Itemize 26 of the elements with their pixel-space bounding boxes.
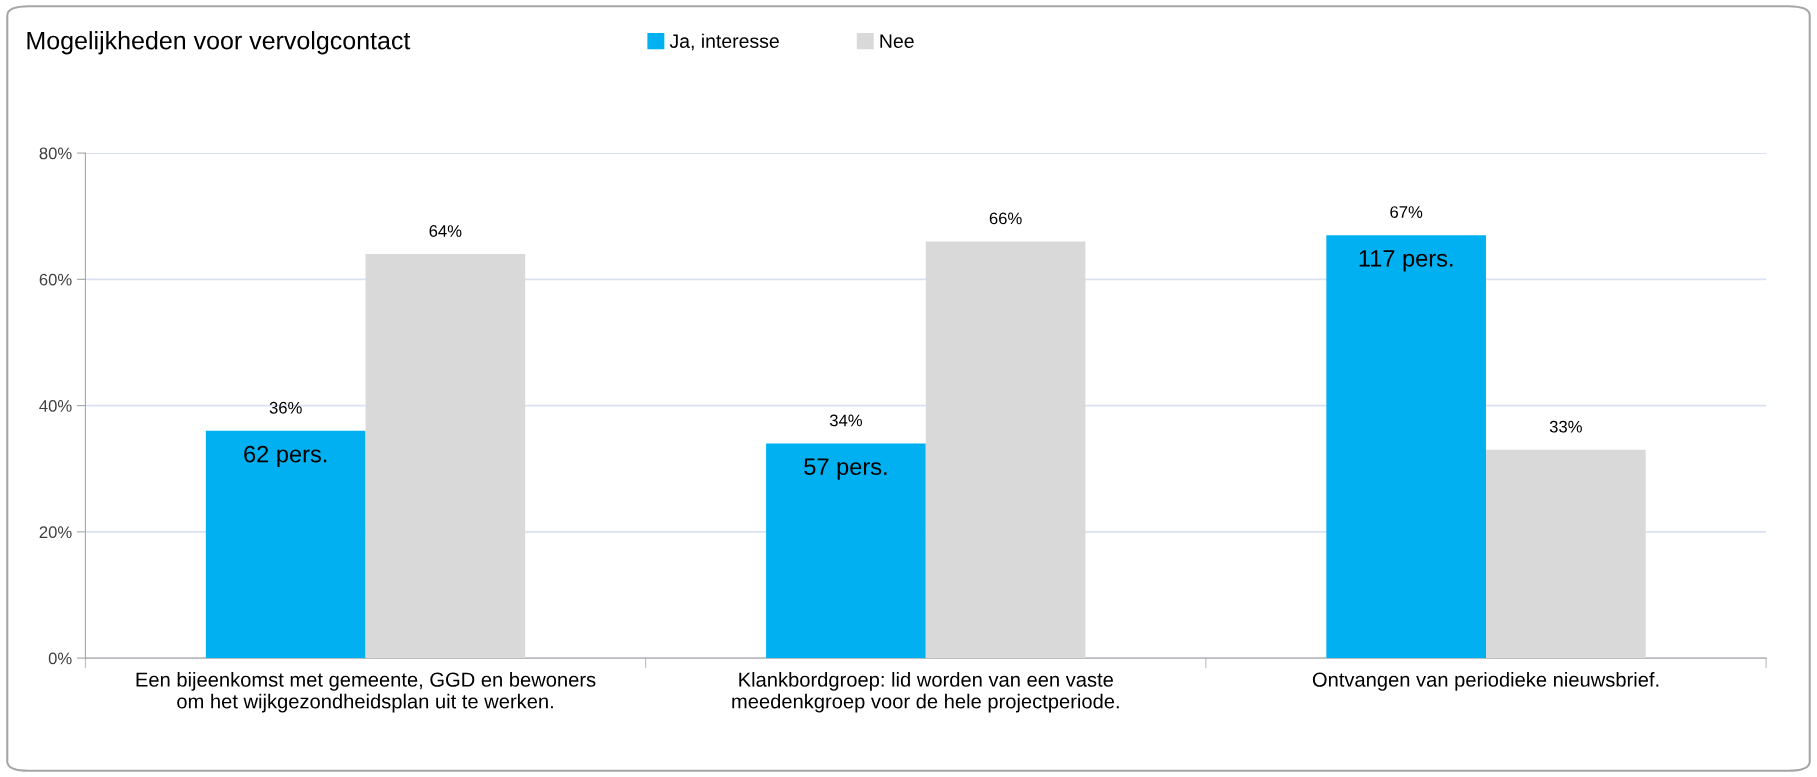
y-tick-label: 40% — [39, 400, 72, 412]
y-tick-label: 60% — [39, 273, 72, 286]
annotation: 57 pers. — [804, 458, 887, 480]
legend-label: Ja, interesse — [669, 33, 779, 51]
y-tick-label: 80% — [39, 147, 72, 160]
chart-title: Mogelijkheden voor vervolgcontact — [27, 31, 411, 55]
annotation: 62 pers. — [244, 445, 327, 468]
bar — [365, 254, 526, 659]
x-tick-label: Een bijeenkomst met gemeente, GGD en bewoners om het wijkgezondheidsplan uit te werken. — [136, 672, 596, 713]
data-label: 64% — [429, 225, 462, 237]
y-tick-label: 20% — [39, 526, 72, 539]
data-label: 34% — [829, 414, 863, 427]
legend-label: Nee — [880, 34, 914, 49]
x-tick-label: Ontvangen van periodieke nieuwsbrief. — [1312, 672, 1659, 691]
data-label: 33% — [1549, 420, 1582, 433]
data-label: 36% — [269, 401, 302, 414]
annotation: 117 pers. — [1359, 250, 1453, 272]
bar — [205, 430, 366, 659]
y-tick-label: 0% — [48, 652, 72, 665]
bar — [925, 241, 1086, 659]
data-label: 67% — [1390, 206, 1423, 218]
bar — [1486, 449, 1646, 659]
bar — [766, 443, 926, 659]
x-tick-label: Klankbordgroep: lid worden van een vaste meedenkgroep voor de hele projectperiode. — [732, 672, 1119, 713]
bar — [1326, 235, 1486, 659]
data-label: 66% — [989, 212, 1022, 225]
